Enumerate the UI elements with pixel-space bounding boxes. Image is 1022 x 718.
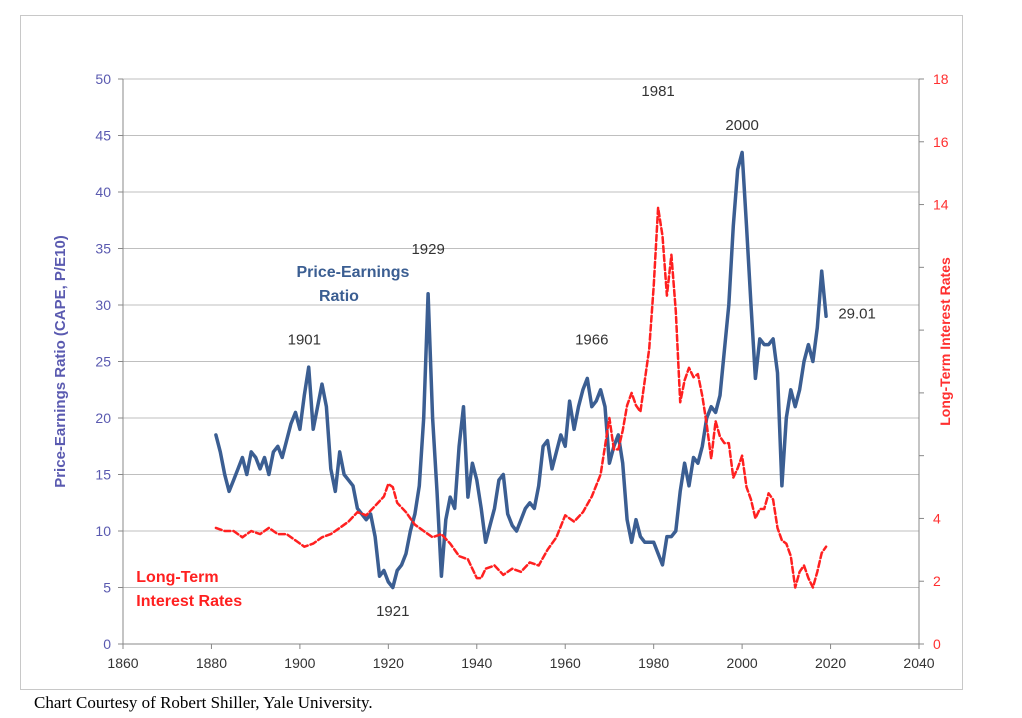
right-tick-label: 18 (933, 71, 949, 87)
gridlines (123, 78, 919, 588)
series-label: Price-Earnings (296, 264, 409, 281)
cape-chart: 0 5 10 15 20 25 30 35 40 45 50 0 2 4 14 16 18 1860 1880 190… (52, 71, 953, 671)
left-tick-label: 5 (103, 580, 111, 596)
left-tick-label: 35 (95, 241, 111, 257)
x-tick-label: 1900 (284, 655, 315, 671)
x-tick-label: 1980 (638, 655, 669, 671)
series-label: Interest Rates (136, 593, 242, 610)
annotation-label: 1901 (288, 332, 321, 349)
series-label: Ratio (319, 288, 359, 305)
annotation-label: 1921 (376, 603, 409, 620)
x-tick-label: 1940 (461, 655, 492, 671)
x-tick-label: 1880 (196, 655, 227, 671)
left-tick-label: 10 (95, 523, 111, 539)
left-tick-label: 40 (95, 184, 111, 200)
left-tick-label: 15 (95, 467, 111, 483)
left-axis-title: Price-Earnings Ratio (CAPE, P/E10) (52, 235, 69, 488)
x-tick-label: 1860 (107, 655, 138, 671)
x-tick-label: 2000 (727, 655, 758, 671)
annotation-label: 29.01 (838, 306, 876, 323)
interest-rate-line (214, 206, 828, 589)
chart-frame: 0 5 10 15 20 25 30 35 40 45 50 0 2 4 14 16 18 1860 1880 190… (20, 15, 963, 690)
right-tick-label: 16 (933, 134, 949, 150)
left-tick-label: 0 (103, 636, 111, 652)
annotation-label: 1966 (575, 332, 608, 349)
x-tick-label: 2020 (815, 655, 846, 671)
right-tick-label: 4 (933, 510, 941, 526)
annotation-label: 1929 (411, 241, 444, 258)
pe-ratio-line (214, 150, 828, 590)
x-tick-label: 1920 (373, 655, 404, 671)
series-label: Long-Term (136, 569, 218, 586)
right-axis-title: Long-Term Interest Rates (937, 257, 953, 426)
axes: 0 5 10 15 20 25 30 35 40 45 50 0 2 4 14 16 18 1860 1880 190… (52, 71, 953, 671)
annotation-label: 1981 (641, 83, 674, 100)
left-tick-label: 45 (95, 128, 111, 144)
left-tick-label: 25 (95, 354, 111, 370)
x-tick-label: 1960 (550, 655, 581, 671)
chart-labels: 1901 1921 1929 1966 1981 2000 29.01 Price-Earni… (136, 83, 876, 620)
x-tick-label: 2040 (903, 655, 934, 671)
annotation-label: 2000 (725, 117, 758, 134)
series-lines (214, 150, 828, 590)
left-tick-label: 20 (95, 410, 111, 426)
right-tick-label: 14 (933, 197, 949, 213)
right-tick-label: 0 (933, 636, 941, 652)
left-tick-label: 30 (95, 297, 111, 313)
chart-credit: Chart Courtesy of Robert Shiller, Yale U… (34, 693, 373, 712)
right-tick-label: 2 (933, 573, 941, 589)
left-tick-label: 50 (95, 71, 111, 87)
